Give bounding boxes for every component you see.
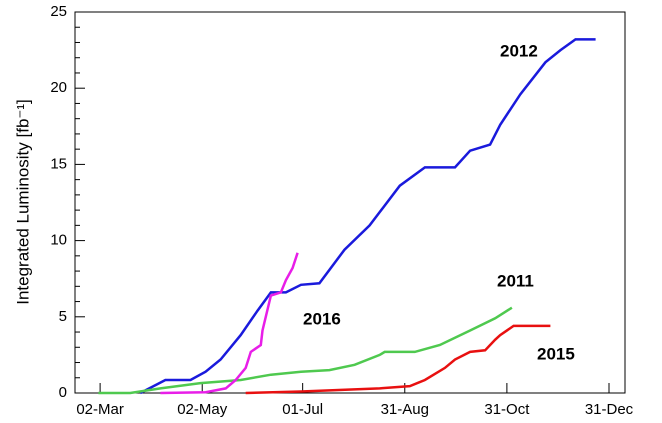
y-tick-label: 20 [50, 79, 67, 96]
y-tick-label: 15 [50, 155, 67, 172]
series-line [139, 38, 596, 395]
x-tick-label: 31-Oct [484, 401, 530, 418]
y-axis-label: Integrated Luminosity [fb⁻¹] [13, 99, 32, 305]
series-label: 2012 [500, 41, 538, 60]
y-tick-label: 10 [50, 232, 67, 249]
x-tick-label: 31-Aug [381, 401, 429, 418]
series-line [98, 306, 513, 395]
x-tick-label: 31-Dec [585, 401, 634, 418]
x-tick-label: 02-May [177, 401, 228, 418]
plot-frame [74, 11, 626, 394]
x-tick-label: 02-Mar [76, 401, 124, 418]
y-tick-label: 0 [59, 384, 67, 401]
series-label: 2016 [303, 309, 341, 328]
series-label: 2011 [497, 271, 534, 290]
y-tick-label: 25 [50, 3, 67, 20]
series-line [160, 252, 299, 395]
series-line [245, 324, 551, 395]
x-tick-label: 01-Jul [282, 401, 323, 418]
y-tick-label: 5 [59, 308, 67, 325]
series-label: 2015 [537, 344, 575, 363]
